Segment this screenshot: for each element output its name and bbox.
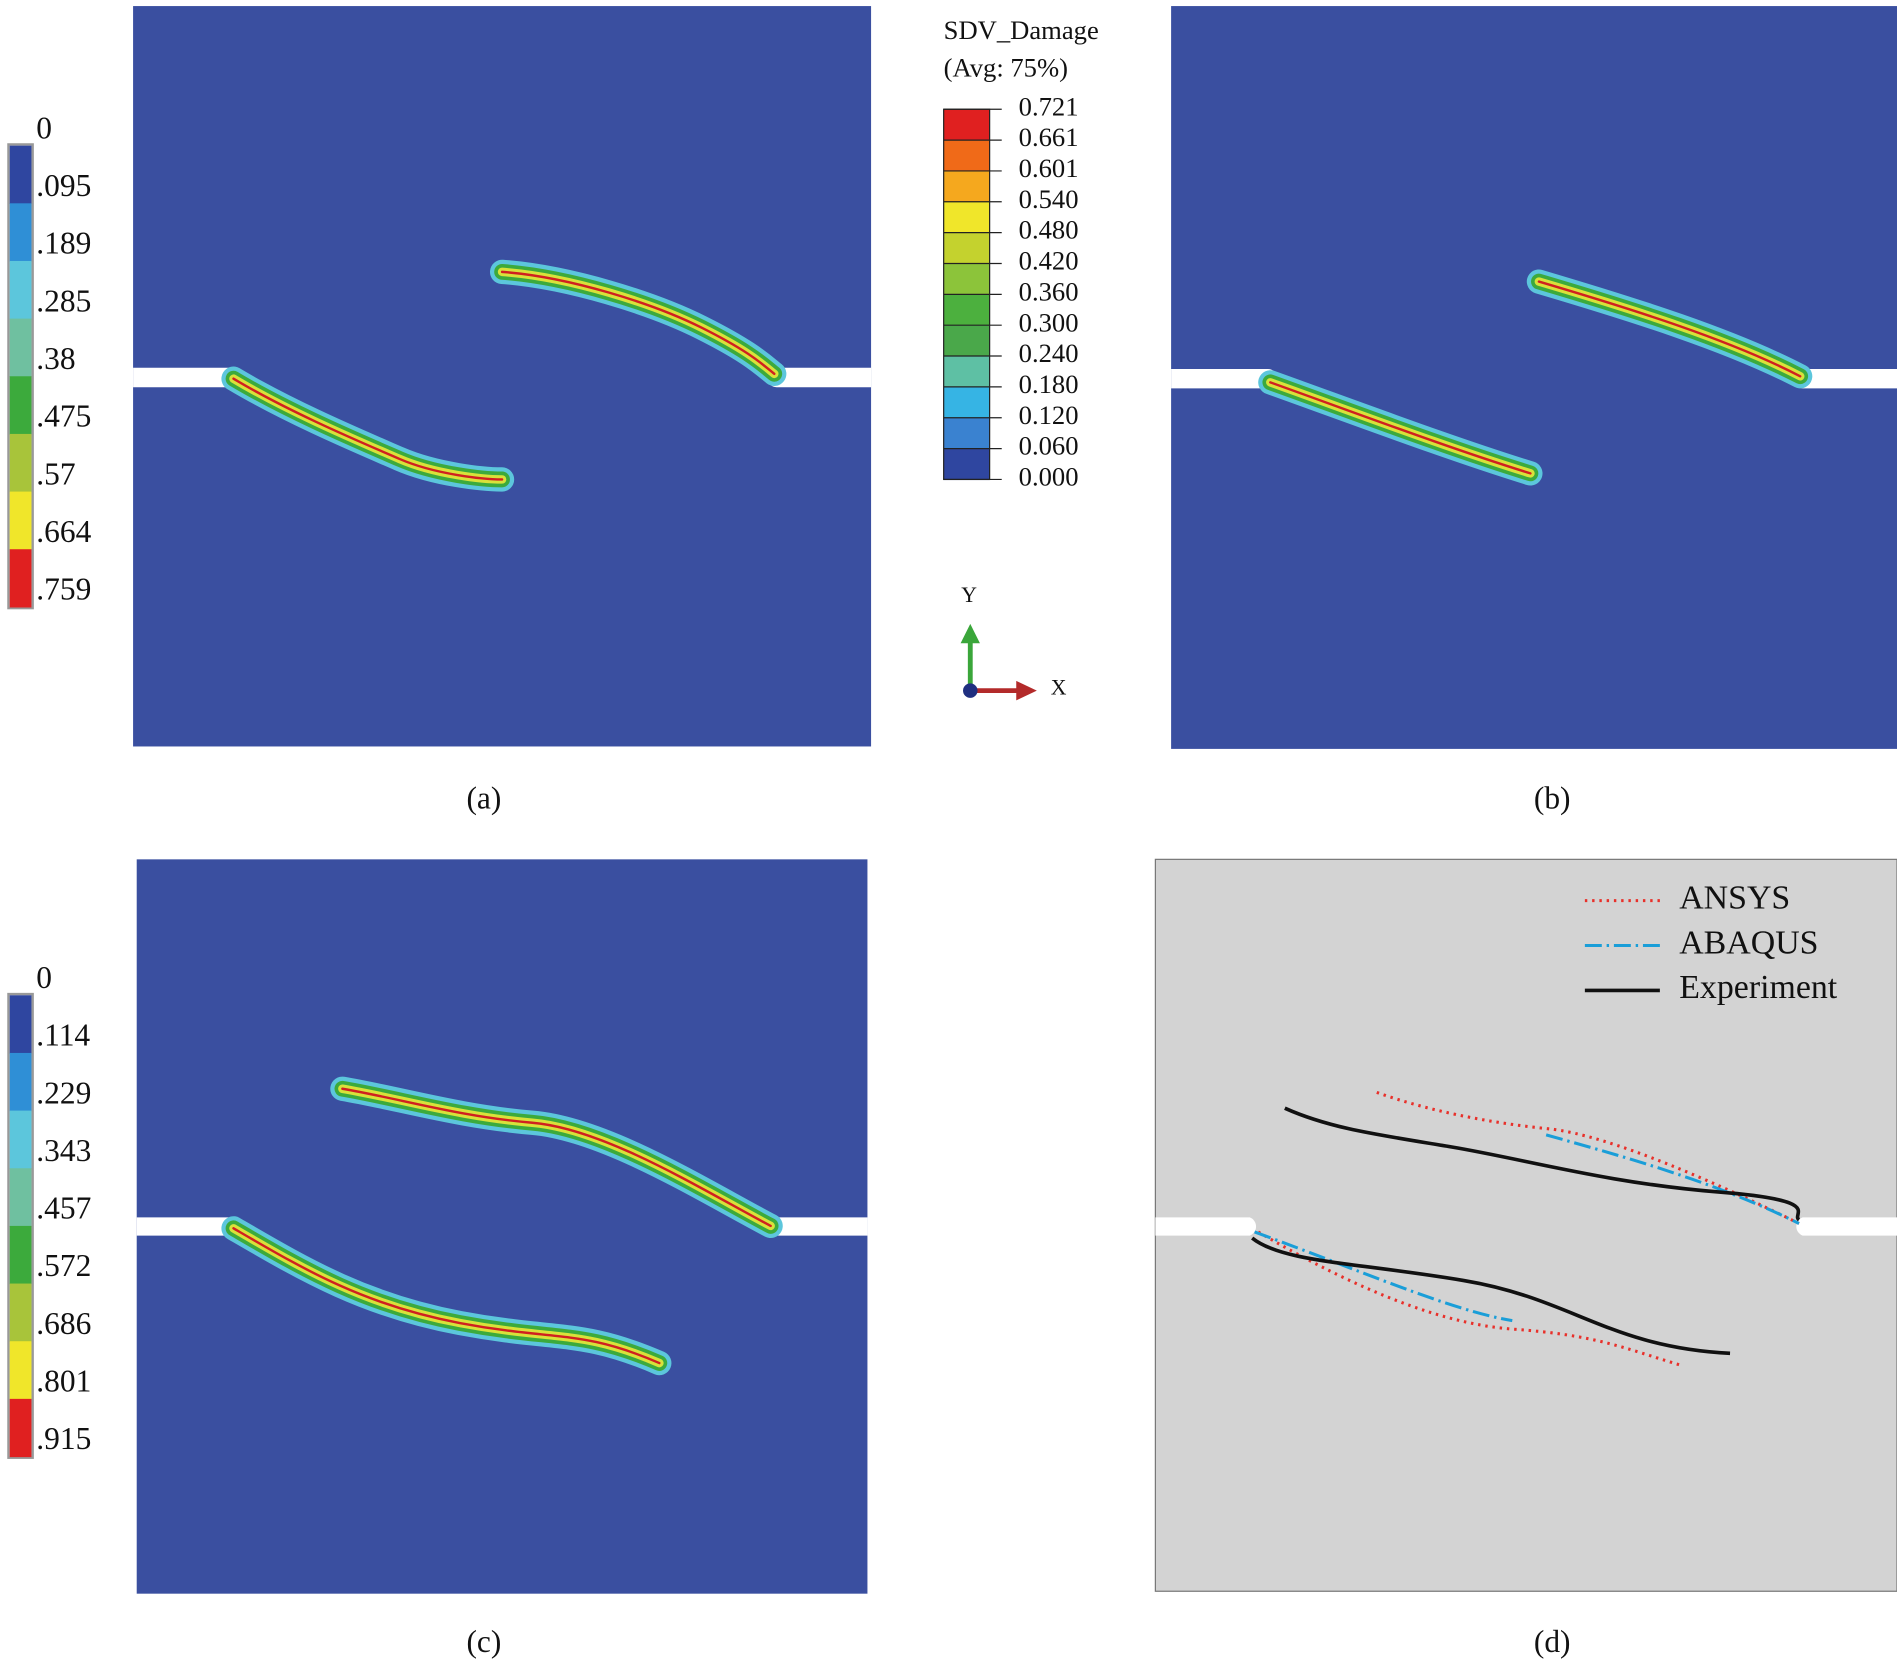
axis-y-label: Y [961,583,977,607]
colorbar-label: .572 [36,1248,91,1283]
colorbar-band [943,386,990,419]
colorbar-label: 0.480 [1019,215,1079,245]
colorbar-label: 0 [36,110,52,145]
colorbar-label: .343 [36,1133,91,1168]
colorbar-band [943,294,990,326]
colorbar-label: 0.060 [1019,431,1079,461]
notches [133,367,1897,1236]
colorbar-title: SDV_Damage [944,15,1099,45]
colorbar-label: 0.300 [1019,307,1079,337]
colorbar-band [9,1283,32,1342]
colorbar-band [9,549,32,608]
colorbar-frame [7,992,34,1459]
colorbar-band [9,1398,32,1458]
axis-triad: Y X [960,583,1067,701]
crack-path [1254,1230,1513,1323]
crack-path [1251,1236,1731,1356]
crack [341,1087,772,1228]
crack-path [1376,1090,1800,1225]
colorbar-band [9,995,32,1054]
colorbar-band [9,145,32,204]
colorbar-label: .801 [36,1364,91,1399]
panel-c [136,859,868,1594]
colorbar-band [943,140,990,172]
colorbar-label: .229 [36,1075,91,1110]
colorbar-label: 0.661 [1019,122,1079,152]
colorbar-label: .457 [36,1191,91,1226]
crack-path [1284,1106,1801,1222]
colorbar-band [9,1341,32,1400]
legend-label: ABAQUS [1679,924,1818,961]
colorbar-label: .285 [36,283,91,318]
colorbar-label: 0.420 [1019,246,1079,276]
colorbar-band [943,201,990,234]
colorbar-label: .189 [36,226,91,261]
colorbar-band [943,170,990,203]
legend-label: ANSYS [1679,879,1790,916]
colorbar-label: 0 [36,960,52,995]
colorbar-band [943,109,990,141]
colorbar-label: 0.000 [1019,462,1079,492]
colorbar-label: .38 [36,341,75,376]
panel-label: (c) [466,1624,501,1659]
colorbar-band [9,260,32,320]
colorbar-band [943,448,990,481]
legend-label: Experiment [1679,969,1838,1006]
colorbar-band [9,1168,32,1227]
colorbar-band [9,318,32,377]
colorbar-label: .095 [36,168,91,203]
panel-d [1154,858,1897,1592]
colorbar-band [9,203,32,262]
crack [1269,381,1532,475]
colorbar-label: 0.120 [1019,400,1079,430]
panel-label: (d) [1534,1624,1571,1659]
colorbar-label: .915 [36,1421,91,1456]
colorbar-label: 0.240 [1019,338,1079,368]
crack [500,270,776,376]
colorbar-label: 0.180 [1019,369,1079,399]
colorbar-band [9,1110,32,1169]
colorbar-label: .57 [36,456,75,491]
crack [1537,280,1802,378]
axis-x-label: X [1051,675,1067,699]
colorbar-band [9,1052,32,1112]
colorbar-label: 0.540 [1019,184,1079,214]
colorbar-label: .114 [36,1018,90,1053]
colorbar-label: 0.721 [1019,91,1079,121]
panel-label: (a) [466,780,501,815]
colorbar-subtitle: (Avg: 75%) [944,52,1068,82]
colorbar-label: .759 [36,572,91,607]
crack [232,1227,661,1365]
colorbar-band [9,433,32,493]
crack-path [1545,1133,1800,1225]
colorbar-frame [7,143,34,610]
panel-label: (b) [1534,780,1571,815]
crack [232,377,504,481]
colorbar-band [943,232,990,265]
colorbar-label: 0.601 [1019,153,1079,183]
colorbar-band [943,356,990,388]
colorbar-band [943,417,990,450]
colorbar-label: .664 [36,514,91,549]
colorbar-band [943,325,990,357]
colorbar-band [9,491,32,550]
colorbar-band [9,1225,32,1285]
colorbar-label: .686 [36,1306,91,1341]
colorbar-label: 0.360 [1019,276,1079,306]
panel-a [133,6,872,747]
colorbar-band [943,263,990,295]
colorbar-band [9,376,32,435]
colorbar-label: .475 [36,399,91,434]
